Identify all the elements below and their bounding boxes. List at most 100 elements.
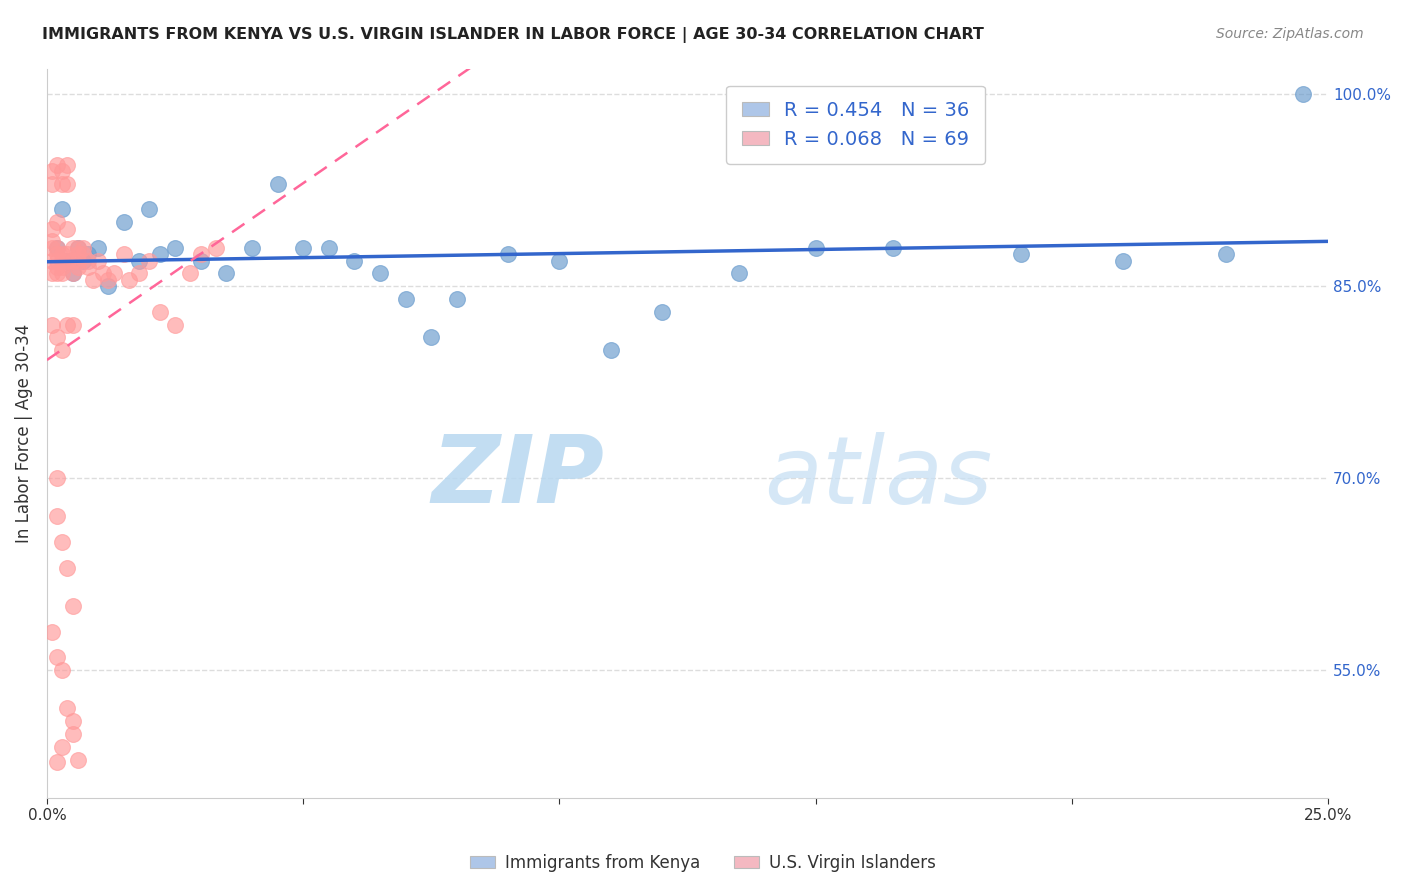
Point <box>62 253 84 268</box>
Point <box>138 202 160 217</box>
Text: ZIP: ZIP <box>432 431 605 523</box>
Point <box>51 266 73 280</box>
Point <box>56 221 79 235</box>
Point <box>496 247 519 261</box>
Point <box>395 292 418 306</box>
Point <box>41 253 63 268</box>
Point <box>56 318 79 332</box>
Point <box>51 202 73 217</box>
Point <box>41 235 63 249</box>
Point <box>51 739 73 754</box>
Point <box>66 260 89 274</box>
Point <box>51 253 73 268</box>
Point <box>318 241 340 255</box>
Point <box>548 253 571 268</box>
Point <box>46 253 69 268</box>
Point <box>66 253 89 268</box>
Point <box>118 273 141 287</box>
Point <box>51 164 73 178</box>
Point <box>72 241 94 255</box>
Point <box>46 266 69 280</box>
Point <box>128 253 150 268</box>
Point <box>66 247 89 261</box>
Point <box>72 247 94 261</box>
Point <box>62 727 84 741</box>
Point <box>56 701 79 715</box>
Point <box>112 247 135 261</box>
Point <box>66 753 89 767</box>
Point <box>368 266 391 280</box>
Point <box>1010 247 1032 261</box>
Point <box>41 241 63 255</box>
Point <box>51 247 73 261</box>
Point <box>112 215 135 229</box>
Text: atlas: atlas <box>765 432 993 523</box>
Point <box>97 273 120 287</box>
Point <box>62 714 84 729</box>
Point <box>215 266 238 280</box>
Point <box>727 266 749 280</box>
Point <box>41 221 63 235</box>
Point <box>46 471 69 485</box>
Point <box>205 241 228 255</box>
Point <box>62 266 84 280</box>
Point <box>62 599 84 613</box>
Point <box>46 756 69 770</box>
Point <box>56 177 79 191</box>
Point <box>56 247 79 261</box>
Point <box>599 343 621 357</box>
Y-axis label: In Labor Force | Age 30-34: In Labor Force | Age 30-34 <box>15 324 32 543</box>
Point <box>46 157 69 171</box>
Point <box>804 241 827 255</box>
Point <box>46 650 69 665</box>
Point <box>41 177 63 191</box>
Point <box>190 253 212 268</box>
Point <box>62 318 84 332</box>
Point <box>41 624 63 639</box>
Point <box>56 253 79 268</box>
Point <box>77 260 100 274</box>
Point <box>128 266 150 280</box>
Point <box>266 177 288 191</box>
Point <box>651 304 673 318</box>
Point <box>56 253 79 268</box>
Point <box>138 253 160 268</box>
Point <box>46 247 69 261</box>
Point <box>1215 247 1237 261</box>
Point <box>56 560 79 574</box>
Point <box>51 177 73 191</box>
Point <box>46 241 69 255</box>
Point <box>420 330 443 344</box>
Point <box>51 343 73 357</box>
Point <box>179 266 201 280</box>
Point <box>56 157 79 171</box>
Point <box>103 266 125 280</box>
Point <box>240 241 263 255</box>
Point <box>41 318 63 332</box>
Point <box>163 318 186 332</box>
Point <box>46 260 69 274</box>
Point <box>91 266 114 280</box>
Point <box>66 241 89 255</box>
Point <box>446 292 468 306</box>
Point <box>46 330 69 344</box>
Point <box>163 241 186 255</box>
Point <box>62 241 84 255</box>
Point <box>51 260 73 274</box>
Point <box>149 304 172 318</box>
Text: Source: ZipAtlas.com: Source: ZipAtlas.com <box>1216 27 1364 41</box>
Point <box>66 241 89 255</box>
Point <box>77 253 100 268</box>
Point <box>882 241 904 255</box>
Point <box>1291 87 1313 102</box>
Text: IMMIGRANTS FROM KENYA VS U.S. VIRGIN ISLANDER IN LABOR FORCE | AGE 30-34 CORRELA: IMMIGRANTS FROM KENYA VS U.S. VIRGIN ISL… <box>42 27 984 43</box>
Point <box>149 247 172 261</box>
Point <box>51 535 73 549</box>
Point <box>77 247 100 261</box>
Legend: Immigrants from Kenya, U.S. Virgin Islanders: Immigrants from Kenya, U.S. Virgin Islan… <box>464 847 942 879</box>
Point <box>41 266 63 280</box>
Point <box>72 253 94 268</box>
Point <box>1112 253 1135 268</box>
Point <box>46 509 69 524</box>
Point <box>190 247 212 261</box>
